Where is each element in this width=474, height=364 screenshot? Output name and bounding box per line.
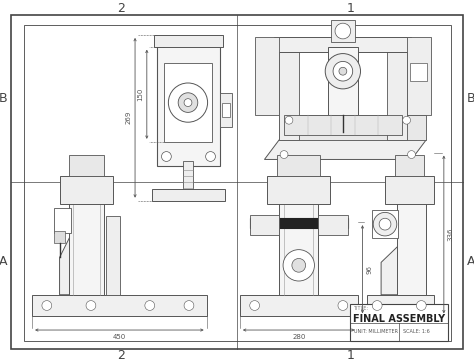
Bar [250, 215, 279, 235]
Text: B: B [467, 92, 474, 105]
Bar [106, 216, 120, 295]
Text: 336: 336 [448, 228, 454, 241]
Text: A: A [467, 255, 474, 268]
Circle shape [162, 152, 171, 161]
Circle shape [335, 23, 351, 39]
Circle shape [184, 301, 194, 310]
Text: 2: 2 [117, 349, 125, 362]
Circle shape [325, 54, 361, 89]
Bar [331, 20, 355, 42]
Bar [32, 295, 207, 316]
Bar [24, 25, 451, 341]
Text: FINAL ASSEMBLY: FINAL ASSEMBLY [353, 314, 445, 324]
Bar [255, 37, 279, 115]
Polygon shape [264, 140, 426, 159]
Circle shape [373, 212, 397, 236]
Circle shape [42, 301, 52, 310]
Text: 1: 1 [346, 349, 354, 362]
Bar [350, 304, 448, 341]
Bar [385, 176, 434, 203]
Circle shape [408, 151, 415, 158]
Bar [220, 93, 232, 127]
Bar [407, 37, 431, 115]
Bar [279, 42, 299, 140]
Circle shape [250, 301, 260, 310]
Text: TITLE:: TITLE: [353, 306, 368, 312]
Circle shape [184, 99, 192, 107]
Circle shape [145, 301, 155, 310]
Bar [54, 209, 71, 233]
Bar [328, 47, 357, 115]
Text: 269: 269 [125, 111, 131, 124]
Bar [284, 115, 401, 135]
Bar [397, 182, 426, 295]
Bar [267, 176, 330, 203]
Circle shape [292, 258, 306, 272]
Circle shape [285, 116, 293, 124]
Bar [69, 155, 104, 176]
Circle shape [206, 152, 216, 161]
Bar [240, 295, 357, 316]
Bar [54, 231, 65, 243]
Text: 96: 96 [366, 265, 373, 274]
Circle shape [178, 93, 198, 112]
Bar [395, 155, 424, 176]
Bar [372, 210, 398, 238]
Circle shape [283, 250, 314, 281]
Circle shape [338, 301, 348, 310]
Bar [367, 295, 434, 316]
Bar [156, 39, 220, 166]
Circle shape [379, 218, 391, 230]
Circle shape [86, 301, 96, 310]
Bar [250, 218, 348, 228]
Circle shape [372, 301, 382, 310]
Text: 450: 450 [113, 334, 126, 340]
Text: 280: 280 [292, 334, 305, 340]
Text: 2: 2 [117, 2, 125, 15]
Polygon shape [279, 115, 426, 140]
Bar [60, 176, 113, 203]
Circle shape [403, 116, 410, 124]
Text: B: B [0, 92, 7, 105]
Circle shape [333, 62, 353, 81]
Bar [319, 215, 348, 235]
Polygon shape [60, 238, 86, 295]
Polygon shape [381, 238, 416, 295]
Bar [274, 37, 411, 52]
Text: SCALE: 1:6: SCALE: 1:6 [403, 328, 429, 333]
Text: A: A [0, 255, 7, 268]
Circle shape [339, 67, 347, 75]
Bar [410, 63, 427, 81]
Bar [164, 63, 212, 142]
Bar [154, 35, 223, 47]
Circle shape [280, 151, 288, 158]
Text: UNIT: MILLIMETER: UNIT: MILLIMETER [354, 328, 398, 333]
Bar [387, 42, 407, 140]
Bar [183, 161, 193, 191]
Circle shape [168, 83, 208, 122]
Bar [277, 155, 320, 176]
Bar [279, 182, 319, 295]
Bar [222, 103, 230, 117]
Circle shape [416, 301, 426, 310]
Bar [152, 189, 225, 201]
Text: 1: 1 [346, 2, 354, 15]
Text: 150: 150 [137, 88, 143, 101]
Bar [69, 182, 104, 295]
